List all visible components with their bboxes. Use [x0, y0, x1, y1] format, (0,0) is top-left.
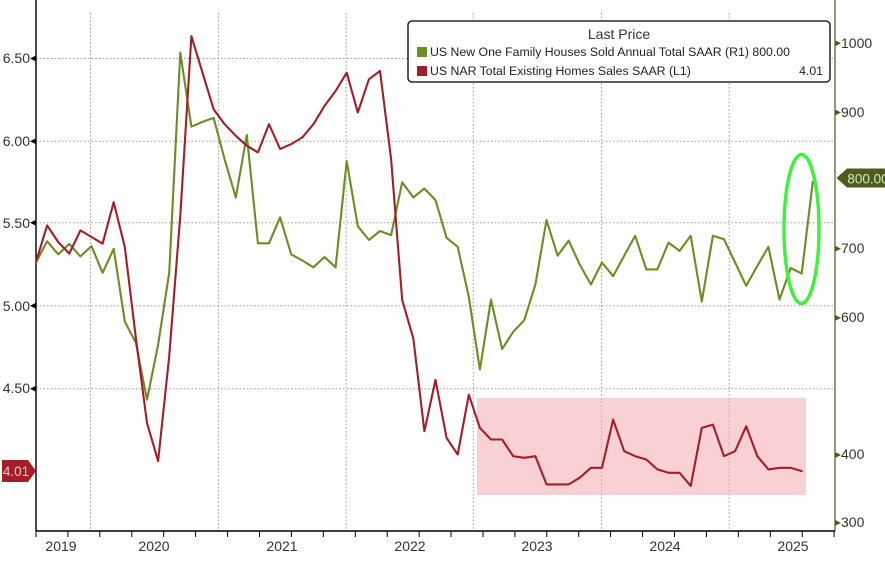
svg-text:2021: 2021	[266, 538, 297, 554]
svg-text:2024: 2024	[649, 538, 680, 554]
svg-text:US New One Family Houses Sold: US New One Family Houses Sold Annual Tot…	[430, 45, 790, 59]
svg-text:US NAR Total Existing Homes Sa: US NAR Total Existing Homes Sales SAAR (…	[430, 64, 691, 78]
svg-text:600: 600	[841, 309, 865, 325]
svg-text:4.50: 4.50	[3, 380, 30, 396]
svg-text:1000: 1000	[841, 35, 872, 51]
svg-text:400: 400	[841, 446, 865, 462]
svg-text:300: 300	[841, 514, 865, 530]
svg-text:800.00: 800.00	[847, 172, 885, 187]
svg-text:6.50: 6.50	[3, 50, 30, 66]
svg-text:5.00: 5.00	[3, 298, 30, 314]
svg-text:2023: 2023	[521, 538, 552, 554]
svg-text:900: 900	[841, 104, 865, 120]
svg-text:5.50: 5.50	[3, 215, 30, 231]
svg-text:4.01: 4.01	[3, 464, 29, 479]
svg-text:700: 700	[841, 240, 865, 256]
svg-text:Last Price: Last Price	[588, 26, 650, 42]
svg-text:2022: 2022	[394, 538, 425, 554]
svg-text:2019: 2019	[45, 538, 76, 554]
svg-text:2020: 2020	[138, 538, 169, 554]
svg-text:4.01: 4.01	[799, 64, 823, 78]
svg-text:6.00: 6.00	[3, 133, 30, 149]
svg-text:2025: 2025	[777, 538, 808, 554]
